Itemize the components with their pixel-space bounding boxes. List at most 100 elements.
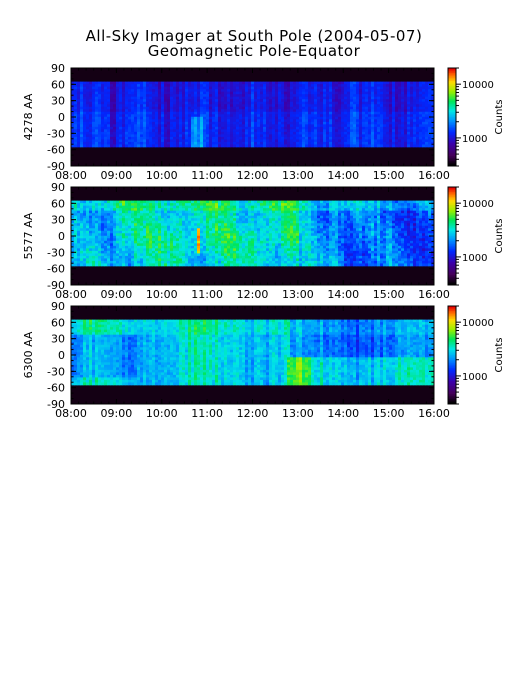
heatmap-cell (242, 126, 246, 130)
heatmap-cell (416, 106, 420, 110)
heatmap-cell (236, 260, 240, 264)
heatmap-cell (122, 228, 126, 232)
heatmap-cell (92, 109, 96, 113)
heatmap-cell (395, 116, 399, 120)
heatmap-cell (398, 129, 402, 133)
heatmap-cell (239, 223, 243, 227)
heatmap-cell (254, 141, 258, 145)
heatmap-cell (188, 96, 192, 100)
heatmap-cell (356, 101, 360, 105)
heatmap-cell (218, 218, 222, 222)
heatmap-cell (92, 200, 96, 204)
heatmap-cell (254, 129, 258, 133)
heatmap-cell (182, 136, 186, 140)
colorbar-segment (448, 110, 456, 113)
heatmap-cell (143, 205, 147, 209)
heatmap-cell (170, 81, 174, 85)
heatmap-cell (431, 124, 435, 128)
heatmap-cell (107, 218, 111, 222)
heatmap-cell (218, 94, 222, 98)
heatmap-cell (248, 89, 252, 93)
heatmap-cell (176, 96, 180, 100)
heatmap-cell (251, 215, 255, 219)
heatmap-cell (221, 114, 225, 118)
heatmap-cell (320, 144, 324, 148)
heatmap-cell (143, 124, 147, 128)
heatmap-cell (86, 89, 90, 93)
colorbar-segment (448, 164, 456, 167)
heatmap-cell (95, 253, 99, 257)
heatmap-cell (428, 144, 432, 148)
heatmap-cell (356, 89, 360, 93)
heatmap-cell (83, 89, 87, 93)
heatmap-cell (155, 250, 159, 254)
heatmap-cell (278, 144, 282, 148)
heatmap-cell (116, 250, 120, 254)
heatmap-cell (341, 96, 345, 100)
heatmap-cell (212, 111, 216, 115)
heatmap-cell (263, 131, 267, 135)
heatmap-cell (410, 114, 414, 118)
heatmap-cell (230, 136, 234, 140)
heatmap-cell (230, 213, 234, 217)
heatmap-cell (305, 84, 309, 88)
heatmap-cell (146, 89, 150, 93)
heatmap-cell (356, 144, 360, 148)
heatmap-cell (428, 89, 432, 93)
heatmap-cell (395, 131, 399, 135)
heatmap-cell (299, 126, 303, 130)
heatmap-cell (230, 141, 234, 145)
heatmap-cell (197, 230, 201, 234)
heatmap-cell (278, 94, 282, 98)
heatmap-cell (191, 126, 195, 130)
heatmap-cell (167, 228, 171, 232)
heatmap-cell (170, 131, 174, 135)
heatmap-cell (107, 230, 111, 234)
heatmap-cell (236, 96, 240, 100)
heatmap-cell (251, 223, 255, 227)
heatmap-cell (173, 81, 177, 85)
heatmap-cell (83, 94, 87, 98)
heatmap-cell (146, 99, 150, 103)
heatmap-cell (389, 101, 393, 105)
heatmap-cell (368, 119, 372, 123)
heatmap-cell (389, 84, 393, 88)
heatmap-cell (314, 131, 318, 135)
heatmap-cell (176, 111, 180, 115)
heatmap-cell (77, 263, 81, 267)
heatmap-cell (185, 248, 189, 252)
heatmap-cell (302, 131, 306, 135)
heatmap-cell (200, 218, 204, 222)
heatmap-cell (194, 136, 198, 140)
heatmap-cell (131, 141, 135, 145)
heatmap-cell (287, 109, 291, 113)
heatmap-cell (194, 205, 198, 209)
heatmap-cell (77, 114, 81, 118)
heatmap-cell (95, 243, 99, 247)
heatmap-cell (239, 210, 243, 214)
heatmap-cell (230, 91, 234, 95)
heatmap-cell (371, 129, 375, 133)
heatmap-cell (173, 208, 177, 212)
heatmap-cell (242, 258, 246, 262)
heatmap-cell (272, 134, 276, 138)
heatmap-cell (119, 218, 123, 222)
heatmap-cell (248, 84, 252, 88)
heatmap-cell (371, 139, 375, 143)
heatmap-cell (287, 104, 291, 108)
heatmap-cell (185, 263, 189, 267)
heatmap-cell (92, 114, 96, 118)
heatmap-cell (338, 89, 342, 93)
heatmap-cell (128, 111, 132, 115)
heatmap-cell (233, 94, 237, 98)
heatmap-cell (110, 89, 114, 93)
heatmap-cell (185, 238, 189, 242)
heatmap-cell (344, 124, 348, 128)
heatmap-cell (215, 250, 219, 254)
heatmap-cell (239, 84, 243, 88)
heatmap-cell (113, 99, 117, 103)
heatmap-cell (161, 263, 165, 267)
heatmap-cell (233, 121, 237, 125)
heatmap-cell (230, 235, 234, 239)
heatmap-cell (149, 109, 153, 113)
